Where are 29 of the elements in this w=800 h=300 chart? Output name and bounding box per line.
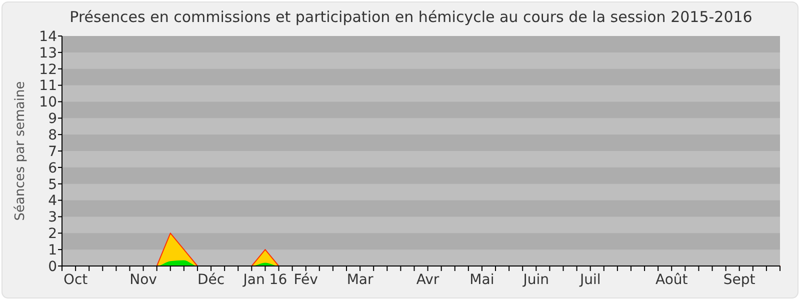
x-tick-label: Mar: [346, 272, 374, 288]
x-tick-label: Juil: [578, 272, 601, 288]
x-tick-label: Mai: [470, 272, 494, 288]
x-tick-label: Oct: [63, 272, 88, 288]
y-tick-label: 3: [48, 210, 57, 226]
y-tick-label: 5: [48, 176, 57, 193]
x-tick-label: Jan 16: [242, 272, 288, 288]
y-axis-title: Séances par semaine: [13, 81, 28, 221]
y-tick-label: 1: [48, 242, 57, 258]
y-tick-label: 10: [39, 94, 57, 111]
y-tick-label: 7: [48, 144, 57, 160]
y-tick-label: 11: [39, 78, 57, 94]
y-tick-label: 14: [39, 28, 58, 45]
x-tick-label: Avr: [416, 272, 440, 288]
x-tick-label: Fév: [294, 272, 318, 288]
x-tick-label: Déc: [197, 272, 225, 288]
y-tick-label: 2: [48, 226, 57, 242]
x-tick-label: Sept: [723, 272, 756, 288]
x-tick-label: Août: [655, 272, 688, 288]
y-tick-label: 6: [48, 160, 58, 176]
y-tick-label: 12: [39, 62, 57, 78]
chart-title: Présences en commissions et participation en hémicycle au cours de la session 2015-2016: [70, 8, 752, 26]
y-tick-label: 0: [48, 258, 57, 275]
x-tick-label: Juin: [522, 272, 550, 288]
x-tick-label: Nov: [130, 272, 157, 288]
y-tick-label: 9: [48, 111, 57, 128]
y-tick-label: 8: [48, 127, 57, 144]
y-tick-label: 4: [48, 193, 58, 210]
y-tick-label: 13: [39, 45, 57, 62]
